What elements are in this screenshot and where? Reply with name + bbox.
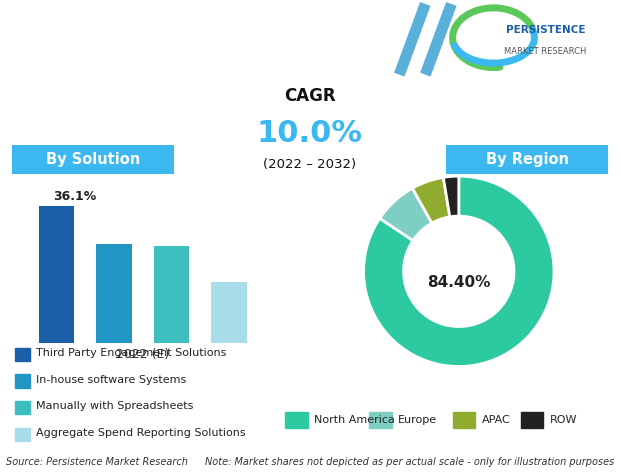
FancyBboxPatch shape [4, 144, 182, 175]
Text: By Region: By Region [485, 152, 569, 167]
Text: By Solution: By Solution [46, 152, 140, 167]
Bar [285, 412, 308, 428]
Bar [15, 427, 30, 441]
Text: ROW: ROW [549, 415, 577, 425]
Text: North America: North America [314, 415, 395, 425]
Text: In-house software Systems: In-house software Systems [35, 375, 186, 385]
Wedge shape [412, 178, 450, 223]
Text: Source: Persistence Market Research: Source: Persistence Market Research [6, 457, 188, 467]
Text: 10.0%: 10.0% [257, 119, 363, 149]
Text: Global Life Sciences Aggregate-Spending
Market, 2022E: Global Life Sciences Aggregate-Spending … [17, 20, 391, 56]
Bar [15, 348, 30, 361]
Text: PERSISTENCE: PERSISTENCE [506, 25, 585, 35]
Text: 84.40%: 84.40% [427, 275, 490, 290]
Text: CAGR: CAGR [284, 87, 336, 105]
Text: (2022 – 2032): (2022 – 2032) [264, 158, 356, 171]
Wedge shape [363, 176, 554, 367]
Text: 36.1%: 36.1% [53, 190, 97, 203]
Bar [369, 412, 392, 428]
Wedge shape [379, 188, 432, 240]
Text: Note: Market shares not depicted as per actual scale - only for illustration pur: Note: Market shares not depicted as per … [205, 457, 614, 467]
Wedge shape [443, 176, 459, 217]
Text: APAC: APAC [482, 415, 511, 425]
Text: Aggregate Spend Reporting Solutions: Aggregate Spend Reporting Solutions [35, 428, 246, 438]
Text: MARKET RESEARCH: MARKET RESEARCH [505, 47, 587, 56]
FancyBboxPatch shape [438, 144, 616, 175]
Bar [154, 246, 189, 343]
Bar [96, 244, 131, 343]
Bar [211, 282, 247, 343]
Bar [15, 401, 30, 414]
Bar [453, 412, 476, 428]
Bar [15, 375, 30, 388]
Bar [521, 412, 543, 428]
Bar [38, 206, 74, 343]
Text: Third Party Engagement Solutions: Third Party Engagement Solutions [35, 348, 226, 358]
Text: Europe: Europe [398, 415, 437, 425]
Text: Manually with Spreadsheets: Manually with Spreadsheets [35, 401, 193, 411]
